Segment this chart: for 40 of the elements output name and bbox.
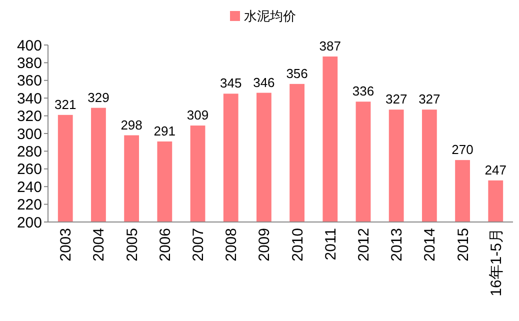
- x-tick-label: 16年1-5月: [488, 228, 505, 296]
- x-tick-label: 2015: [454, 228, 472, 262]
- data-label: 270: [452, 142, 474, 158]
- data-label: 329: [88, 90, 110, 105]
- data-label: 327: [418, 92, 440, 107]
- x-tick-label: 2010: [289, 228, 306, 262]
- y-tick-label: 340: [16, 90, 42, 108]
- y-tick-label: 200: [16, 214, 42, 232]
- x-tick-label: 2008: [223, 228, 240, 262]
- y-tick-label: 320: [16, 108, 42, 126]
- data-label: 346: [253, 74, 275, 90]
- data-label: 309: [186, 108, 209, 123]
- x-tick-label: 2007: [190, 228, 208, 262]
- data-label: 327: [385, 92, 408, 107]
- y-tick-label: 280: [16, 143, 42, 160]
- x-tick-label: 2009: [256, 228, 274, 262]
- y-tick-label: 300: [16, 126, 42, 143]
- y-tick-label: 360: [16, 72, 42, 90]
- data-label: 387: [319, 38, 341, 54]
- legend-label: 水泥均价: [244, 8, 296, 24]
- data-label: 321: [54, 96, 76, 112]
- x-tick-label: 2005: [124, 228, 141, 262]
- x-tick-label: 2011: [322, 228, 340, 260]
- data-label: 298: [120, 117, 142, 132]
- data-label: 291: [154, 123, 176, 138]
- data-label: 336: [352, 84, 374, 99]
- y-tick-label: 380: [16, 54, 42, 72]
- y-tick-label: 400: [16, 37, 42, 54]
- x-tick-label: 2012: [355, 228, 372, 262]
- x-tick-label: 2003: [58, 228, 75, 262]
- x-tick-label: 2014: [422, 228, 439, 262]
- data-label: 247: [484, 162, 506, 178]
- x-tick-label: 2006: [156, 228, 174, 262]
- x-tick-label: 2004: [90, 228, 108, 262]
- data-label: 345: [220, 76, 242, 91]
- y-tick-label: 260: [16, 161, 42, 178]
- y-tick-label: 220: [16, 196, 42, 214]
- data-label: 356: [286, 66, 308, 81]
- x-tick-label: 2013: [388, 228, 406, 262]
- y-tick-label: 240: [16, 178, 42, 196]
